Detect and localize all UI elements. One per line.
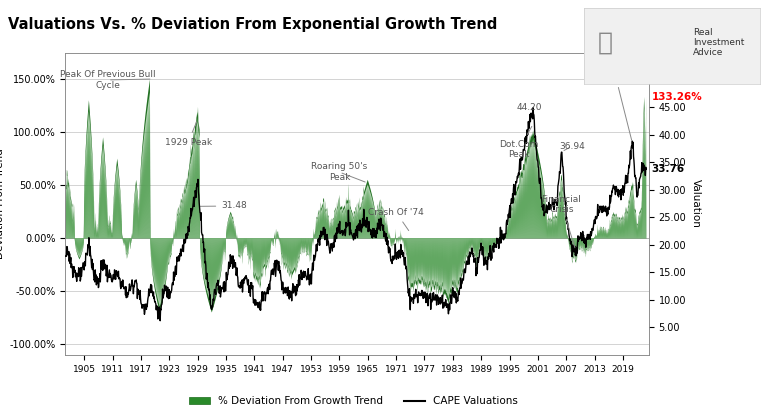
Text: Crash Of '74: Crash Of '74: [368, 208, 424, 231]
Text: 31.48: 31.48: [200, 202, 247, 210]
Y-axis label: Deviation From Trend: Deviation From Trend: [0, 148, 5, 259]
Text: Peak Of Previous Bull
Cycle: Peak Of Previous Bull Cycle: [60, 70, 156, 89]
Legend: % Deviation From Growth Trend, CAPE Valuations: % Deviation From Growth Trend, CAPE Valu…: [184, 392, 522, 411]
Text: Financial
Crisis: Financial Crisis: [541, 194, 581, 248]
Text: 33.76: 33.76: [651, 164, 684, 174]
Text: 1929 Peak: 1929 Peak: [164, 122, 212, 147]
Text: Roaring 50's
Peak: Roaring 50's Peak: [311, 163, 368, 182]
Text: Valuations Vs. % Deviation From Exponential Growth Trend: Valuations Vs. % Deviation From Exponent…: [8, 17, 497, 32]
Text: 44.20: 44.20: [517, 103, 542, 112]
Text: 133.26%: 133.26%: [651, 92, 702, 102]
Text: Real
Investment
Advice: Real Investment Advice: [694, 28, 744, 57]
Text: 36.94: 36.94: [559, 142, 585, 151]
Text: Dot.Com
Peak: Dot.Com Peak: [499, 126, 538, 159]
Text: Fed Bubble: Fed Bubble: [591, 73, 641, 141]
Text: 🦅: 🦅: [598, 30, 612, 55]
Y-axis label: Valuation: Valuation: [690, 179, 700, 228]
